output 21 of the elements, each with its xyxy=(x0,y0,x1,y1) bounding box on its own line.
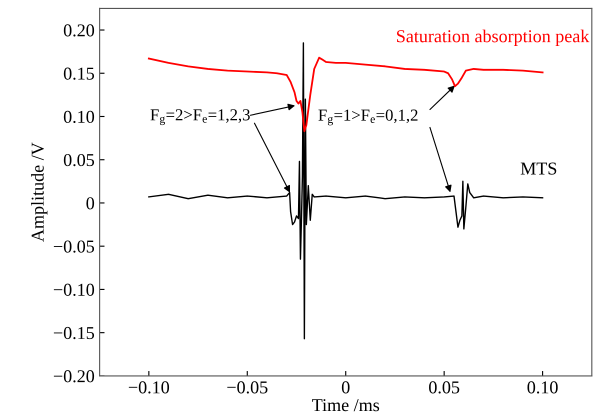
y-tick-label: −0.10 xyxy=(54,284,94,296)
annotation: F$_{g}$=1>F$_{e}$=0,1,2 xyxy=(318,109,418,126)
series-label: MTS xyxy=(520,162,556,175)
annotation: F$_{g}$=2>F$_{e}$=1,2,3 xyxy=(150,109,250,126)
x-tick-label: 0.05 xyxy=(429,381,460,394)
x-tick-label: 0.10 xyxy=(527,381,558,394)
y-tick-label: −0.20 xyxy=(54,370,94,382)
x-tick-label: −0.10 xyxy=(128,381,170,394)
y-tick-label: −0.05 xyxy=(54,240,94,253)
series-label: Saturation absorption peak xyxy=(397,30,590,46)
y-tick-label: 0.15 xyxy=(64,68,94,80)
y-tick-label: −0.15 xyxy=(54,326,94,340)
x-tick-label: −0.05 xyxy=(227,381,268,394)
y-tick-label: 0.05 xyxy=(64,154,94,166)
y-axis-title: Amplitude /V xyxy=(31,142,48,242)
y-tick-label: 0 xyxy=(86,197,94,210)
y-tick-label: 0.10 xyxy=(64,110,94,124)
line-series xyxy=(148,56,544,132)
x-tick-label: 0 xyxy=(342,381,350,394)
y-tick-label: 0.20 xyxy=(64,24,94,37)
x-axis-title: Time /ms xyxy=(312,399,380,412)
